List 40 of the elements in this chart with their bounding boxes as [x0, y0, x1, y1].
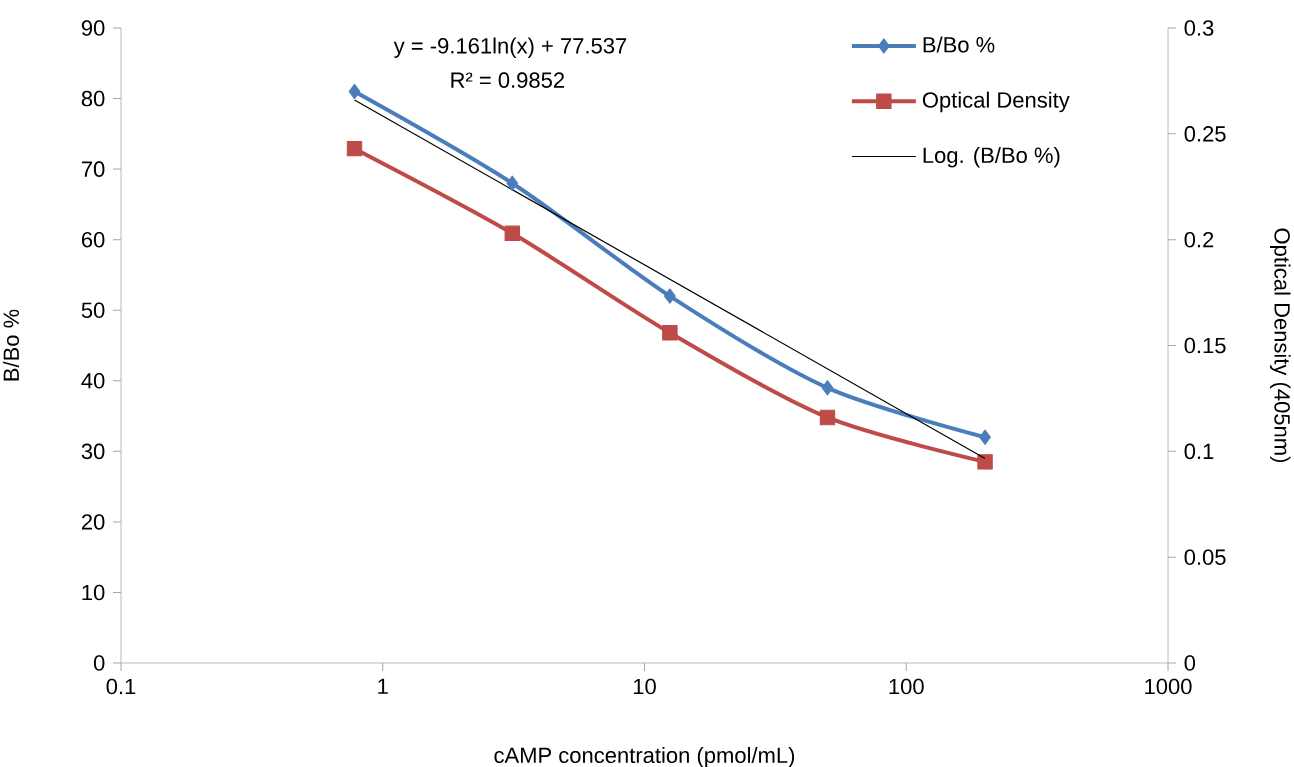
x-axis-title: cAMP concentration (pmol/mL) — [494, 746, 795, 767]
y-tick-label: 90 — [81, 20, 105, 36]
y-tick-label: 70 — [81, 161, 105, 177]
y2-tick-label: 0.1 — [1184, 443, 1214, 460]
annotation: R² = 0.9852 — [451, 72, 565, 88]
point — [979, 429, 991, 445]
point — [819, 409, 836, 426]
point — [348, 83, 361, 100]
y2-tick-label: 0.05 — [1184, 549, 1226, 565]
annotation: y = -9.161ln(x) + 77.537 — [393, 37, 627, 58]
x-tick-label: 1000 — [1145, 678, 1192, 695]
x-tick-label: 1 — [378, 678, 388, 694]
y2-tick-label: 0.15 — [1184, 337, 1226, 354]
y-tick-label: 30 — [81, 443, 105, 460]
x-tick-label: 10 — [633, 678, 656, 695]
legend-label: Log. (B/Bo %) — [923, 146, 1060, 168]
point — [346, 140, 363, 157]
x-tick-label: 0.1 — [106, 678, 136, 695]
y-tick-label: 40 — [81, 373, 105, 389]
point — [821, 380, 834, 396]
point — [977, 454, 993, 470]
point — [504, 225, 520, 242]
y-tick-label: 60 — [81, 231, 105, 248]
legend-label: B/Bo % — [923, 36, 995, 53]
y2-axis-title: Optical Density (405nm) — [1270, 228, 1291, 463]
point — [506, 175, 519, 191]
point — [663, 288, 676, 304]
y2-tick-label: 0.25 — [1184, 126, 1226, 142]
y2-tick-label: 0 — [1184, 655, 1196, 671]
y-tick-label: 50 — [81, 302, 105, 319]
y-tick-label: 0 — [93, 655, 105, 671]
y2-tick-label: 0.3 — [1184, 20, 1214, 36]
y-tick-label: 80 — [81, 90, 105, 107]
y2-tick-label: 0.2 — [1184, 231, 1214, 248]
y-axis-title: B/Bo % — [2, 309, 20, 381]
y-tick-label: 10 — [82, 584, 105, 601]
y-tick-label: 20 — [81, 514, 105, 530]
point — [662, 325, 678, 341]
legend-label: Optical Density — [922, 91, 1070, 113]
x-tick-label: 100 — [889, 678, 924, 695]
